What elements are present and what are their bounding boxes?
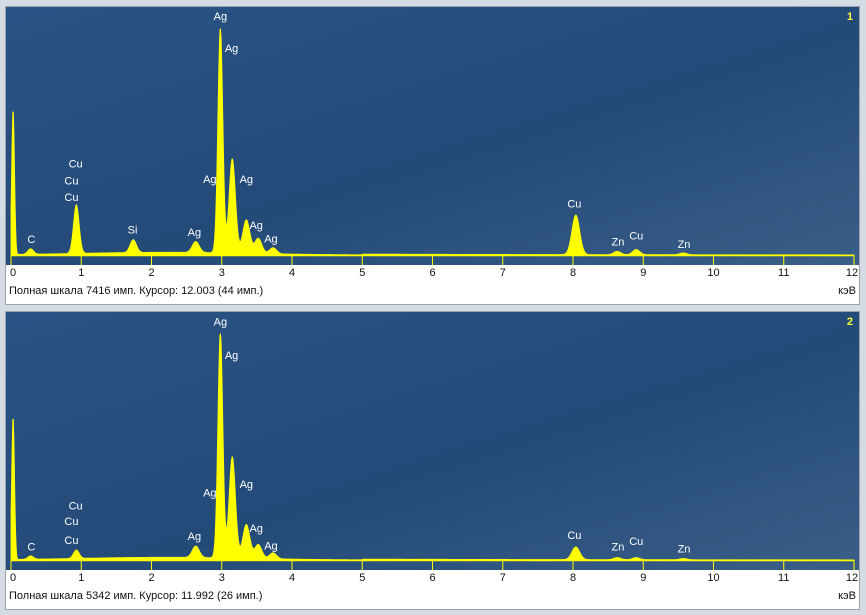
peak-label: Cu (567, 198, 581, 210)
x-tick-label: 8 (569, 572, 577, 584)
peak-label: Ag (249, 220, 262, 232)
spectrum-plot-1[interactable]: Ag Ag Ag Ag Ag Ag Ag Cu Cu Cu C Si Cu Zn Cu Zn 1 (6, 7, 859, 272)
x-tick-label: 7 (499, 267, 506, 279)
spectrum-number-1: 1 (846, 11, 853, 23)
peak-label: Zn (612, 541, 625, 553)
x-axis-ticks-2: 0 1 2 3 4 5 6 7 8 9 10 11 12 (6, 570, 859, 586)
x-tick-label: 0 (9, 267, 17, 279)
peak-label: Ag (240, 479, 253, 491)
spectrum-plot-2[interactable]: Ag Ag Ag Ag Ag Ag Ag Cu Cu Cu C Cu Zn Cu Zn 2 (6, 312, 859, 577)
x-tick-label: 5 (359, 267, 366, 279)
plot-background (6, 7, 859, 272)
peak-label: Si (128, 224, 138, 236)
x-tick-label: 11 (778, 572, 790, 584)
peak-label: Cu (64, 175, 78, 187)
spectrum-number-2: 2 (846, 316, 853, 328)
peak-label: Cu (629, 231, 643, 243)
peak-label: Ag (203, 174, 216, 186)
status-text-1: Полная шкала 7416 имп. Курсор: 12.003 (4… (9, 285, 264, 297)
x-tick-label: 10 (707, 572, 720, 584)
peak-label: Ag (264, 541, 277, 553)
unit-label-2: кэВ (838, 590, 856, 602)
x-tick-label: 11 (778, 267, 790, 279)
status-text-2: Полная шкала 5342 имп. Курсор: 11.992 (2… (9, 590, 263, 602)
x-tick-label: 1 (78, 267, 85, 279)
peak-label: Ag (225, 43, 238, 55)
peak-label: Zn (678, 544, 691, 556)
peak-label: Cu (64, 535, 78, 547)
x-tick-label: 6 (429, 572, 436, 584)
spectrum-area (10, 27, 855, 256)
peak-label: Ag (225, 350, 238, 362)
peak-label: Zn (612, 236, 625, 248)
peak-label: Ag (214, 316, 227, 328)
status-bar-1: Полная шкала 7416 имп. Курсор: 12.003 (4… (6, 282, 859, 302)
x-tick-label: 0 (9, 572, 17, 584)
status-bar-2: Полная шкала 5342 имп. Курсор: 11.992 (2… (6, 587, 859, 607)
x-tick-label: 12 (845, 572, 859, 584)
x-tick-label: 12 (845, 267, 859, 279)
x-tick-label: 2 (148, 267, 155, 279)
peak-label: Ag (240, 174, 253, 186)
peak-label: Ag (249, 523, 262, 535)
peak-label: Ag (214, 11, 227, 23)
x-tick-label: 1 (78, 572, 85, 584)
peak-label: Ag (188, 531, 201, 543)
spectrum-area (10, 332, 855, 561)
x-tick-label: 3 (218, 267, 225, 279)
peak-label: Cu (69, 159, 83, 171)
peak-label: Cu (64, 192, 78, 204)
peak-label: Cu (629, 536, 643, 548)
peak-label: Ag (203, 488, 216, 500)
x-tick-label: 2 (148, 572, 155, 584)
x-tick-label: 5 (359, 572, 366, 584)
peak-label: Ag (188, 227, 201, 239)
x-tick-label: 10 (707, 267, 720, 279)
x-tick-label: 6 (429, 267, 436, 279)
x-tick-label: 9 (640, 572, 647, 584)
x-axis-ticks-1: 0 1 2 3 4 5 6 7 8 9 10 11 12 (6, 265, 859, 281)
peak-label: Cu (64, 516, 78, 528)
x-tick-label: 3 (218, 572, 225, 584)
peak-label: C (27, 541, 35, 553)
x-tick-label: 9 (640, 267, 647, 279)
plot-background (6, 312, 859, 577)
peak-label: Cu (69, 500, 83, 512)
peak-label: Zn (678, 239, 691, 251)
peak-label: Cu (567, 530, 581, 542)
x-tick-label: 4 (288, 572, 296, 584)
x-tick-label: 4 (288, 267, 296, 279)
peak-label: Ag (264, 233, 277, 245)
x-tick-label: 8 (569, 267, 577, 279)
peak-label: C (27, 234, 35, 246)
unit-label-1: кэВ (838, 285, 856, 297)
x-tick-label: 7 (499, 572, 506, 584)
